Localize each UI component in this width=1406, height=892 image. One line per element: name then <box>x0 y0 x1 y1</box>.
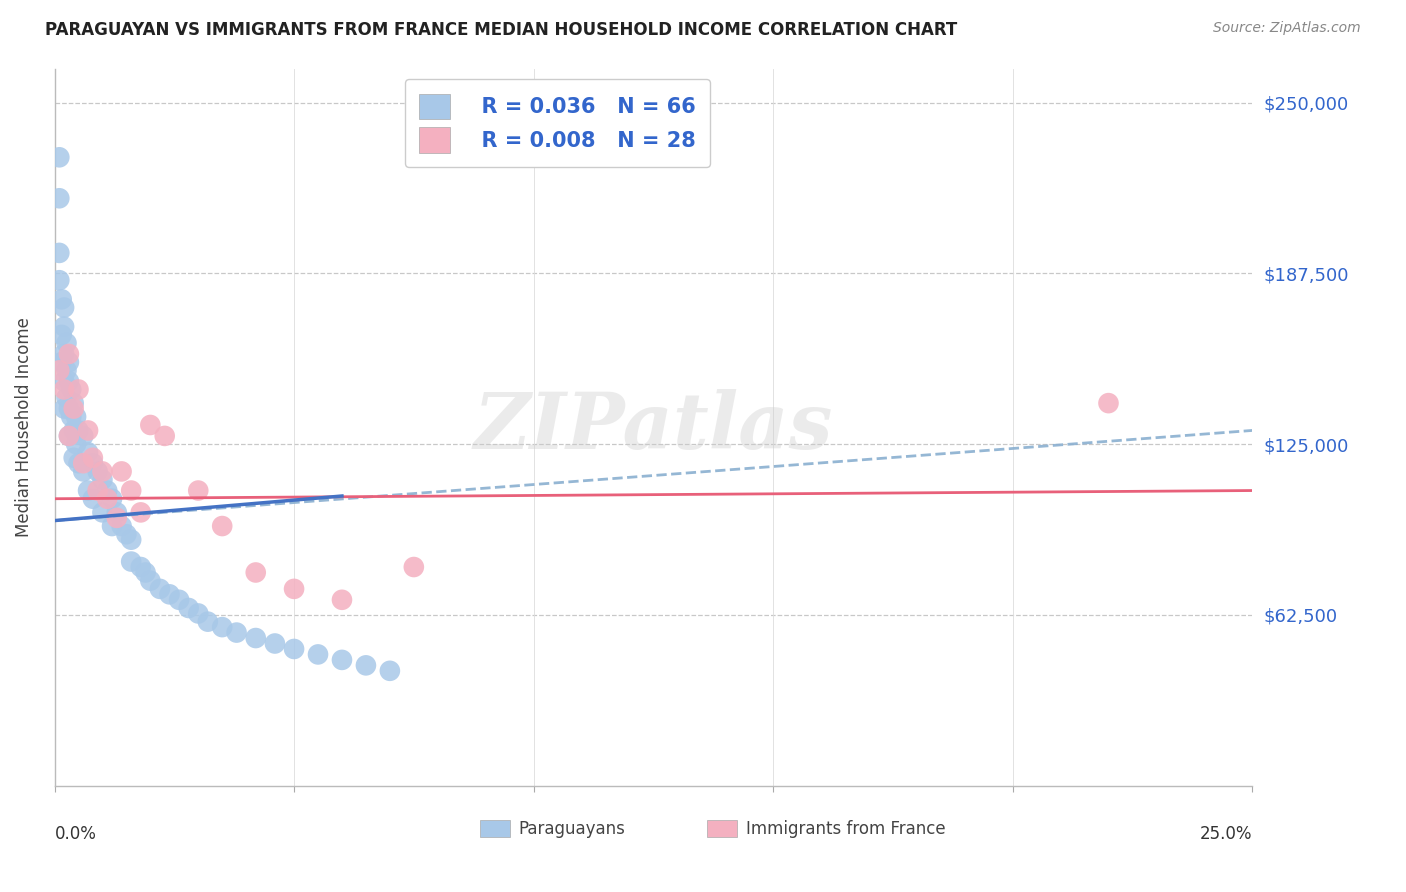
Point <box>58 429 80 443</box>
Point <box>58 429 80 443</box>
Text: PARAGUAYAN VS IMMIGRANTS FROM FRANCE MEDIAN HOUSEHOLD INCOME CORRELATION CHART: PARAGUAYAN VS IMMIGRANTS FROM FRANCE MED… <box>45 21 957 39</box>
Point <box>120 533 142 547</box>
Point <box>330 592 353 607</box>
Y-axis label: Median Household Income: Median Household Income <box>15 317 32 537</box>
Point <box>307 648 329 662</box>
Point <box>167 592 190 607</box>
Point <box>62 401 84 416</box>
Point <box>115 527 138 541</box>
Point <box>129 560 152 574</box>
Point <box>1097 396 1119 410</box>
Point <box>77 483 100 498</box>
Point <box>110 519 132 533</box>
Point <box>283 642 305 657</box>
Text: 0.0%: 0.0% <box>55 825 97 843</box>
Point <box>53 401 76 416</box>
Point <box>120 555 142 569</box>
Point <box>225 625 247 640</box>
Point <box>402 560 425 574</box>
Point <box>65 409 87 424</box>
Point <box>48 363 70 377</box>
Point <box>48 273 70 287</box>
Point <box>101 491 124 506</box>
Point <box>48 191 70 205</box>
Point <box>58 347 80 361</box>
Point <box>187 607 209 621</box>
Point <box>82 491 104 506</box>
Point <box>245 566 267 580</box>
Point <box>53 319 76 334</box>
Point <box>58 355 80 369</box>
Point <box>283 582 305 596</box>
Point <box>62 396 84 410</box>
Point <box>67 383 90 397</box>
Text: Paraguayans: Paraguayans <box>517 820 624 838</box>
Text: Source: ZipAtlas.com: Source: ZipAtlas.com <box>1213 21 1361 36</box>
Point <box>86 483 108 498</box>
Point <box>354 658 377 673</box>
Point <box>62 450 84 465</box>
Point <box>129 505 152 519</box>
Point <box>177 601 200 615</box>
Point <box>60 409 83 424</box>
Point <box>96 491 118 506</box>
Point <box>82 450 104 465</box>
Point <box>77 445 100 459</box>
Point <box>96 483 118 498</box>
Point <box>139 417 162 432</box>
Point <box>77 424 100 438</box>
Point <box>187 483 209 498</box>
Text: 25.0%: 25.0% <box>1199 825 1253 843</box>
Point <box>67 424 90 438</box>
Point <box>211 620 233 634</box>
Point <box>110 464 132 478</box>
Point <box>53 374 76 388</box>
Point <box>82 456 104 470</box>
Text: Immigrants from France: Immigrants from France <box>745 820 945 838</box>
Point <box>53 301 76 315</box>
Bar <box>479 820 509 838</box>
Text: ZIPatlas: ZIPatlas <box>474 389 834 466</box>
Point <box>72 464 94 478</box>
Point <box>55 363 77 377</box>
Point <box>264 636 287 650</box>
Point <box>53 347 76 361</box>
Point <box>105 511 128 525</box>
Point <box>91 505 114 519</box>
Point <box>58 401 80 416</box>
Point <box>91 473 114 487</box>
Point <box>135 566 157 580</box>
Legend:   R = 0.036   N = 66,   R = 0.008   N = 28: R = 0.036 N = 66, R = 0.008 N = 28 <box>405 78 710 168</box>
Point <box>65 437 87 451</box>
Point <box>67 456 90 470</box>
Point <box>55 391 77 405</box>
Point <box>86 464 108 478</box>
Point <box>91 464 114 478</box>
Point <box>378 664 401 678</box>
Point <box>197 615 219 629</box>
Point <box>153 429 176 443</box>
Point <box>72 456 94 470</box>
Point <box>149 582 172 596</box>
Point <box>58 374 80 388</box>
Point <box>48 150 70 164</box>
Point <box>101 519 124 533</box>
Point <box>159 587 181 601</box>
Point <box>139 574 162 588</box>
Point <box>48 246 70 260</box>
Bar <box>707 820 737 838</box>
Point <box>72 429 94 443</box>
Point <box>62 424 84 438</box>
Point <box>60 383 83 397</box>
Point <box>51 293 73 307</box>
Point <box>120 483 142 498</box>
Point <box>211 519 233 533</box>
Point <box>245 631 267 645</box>
Point <box>55 336 77 351</box>
Point <box>53 383 76 397</box>
Point <box>105 505 128 519</box>
Point <box>330 653 353 667</box>
Point <box>51 327 73 342</box>
Point <box>51 355 73 369</box>
